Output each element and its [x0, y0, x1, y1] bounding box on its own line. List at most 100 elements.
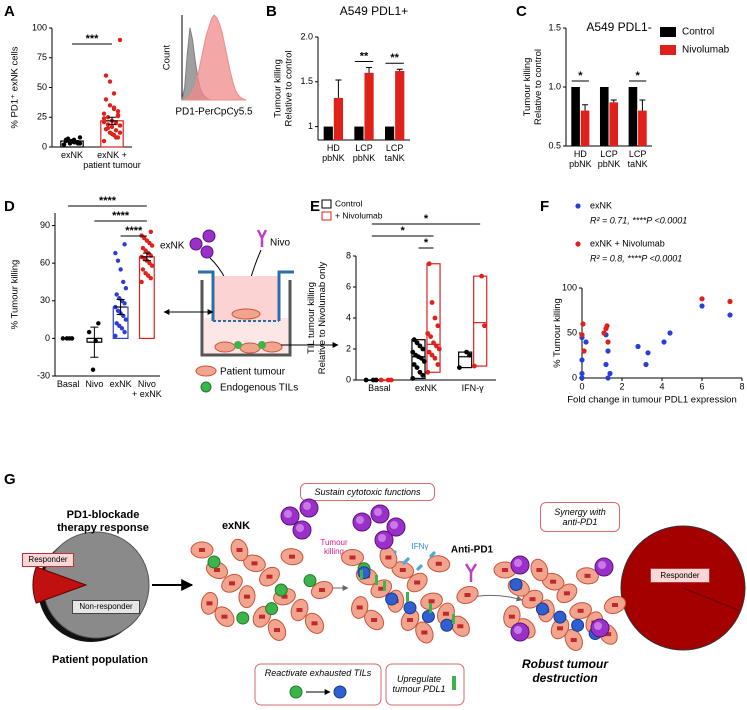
insert-wall: [277, 270, 294, 321]
data-point: [435, 323, 441, 329]
nucleus: [274, 628, 280, 632]
data-point: [109, 131, 115, 137]
nucleus: [563, 591, 570, 596]
tumour-fragment: [231, 308, 261, 320]
title-box: PD1-blockade therapy response: [57, 509, 149, 534]
x-tick-label-box: Nivo: [85, 379, 103, 389]
significance-label: ****: [112, 210, 130, 222]
significance-label: *: [401, 225, 406, 237]
data-point: [114, 321, 119, 326]
nk-core: [356, 516, 364, 524]
data-point: [420, 372, 426, 378]
error-bar: [396, 68, 403, 72]
data-point: [122, 329, 127, 335]
y-tick-label: 2: [346, 343, 351, 353]
y-tick-label: 0: [572, 372, 577, 382]
nucleus: [236, 548, 243, 552]
data-point: [143, 270, 148, 276]
data-point: [645, 350, 651, 356]
data-point: [101, 119, 107, 125]
data-point: [425, 369, 431, 375]
y-tick-label: 75: [37, 52, 47, 62]
data-point: [699, 296, 705, 302]
y-tick-label: 25: [37, 112, 47, 122]
data-point: [464, 349, 469, 355]
sustain: Sustain cytotoxic functions: [300, 483, 435, 501]
nucleus: [251, 561, 258, 566]
data-point: [432, 355, 438, 361]
til: [440, 618, 454, 632]
data-point: [605, 348, 611, 354]
nucleus: [371, 618, 378, 622]
responder-box: Responder: [22, 553, 74, 567]
x-tick-label-box: Basal: [368, 383, 391, 393]
tumour-cell: [239, 342, 261, 354]
nucleus: [266, 574, 273, 579]
data-point: [607, 370, 613, 377]
nucleus: [508, 614, 515, 619]
nucleus: [289, 554, 295, 559]
legend-swatch: [321, 199, 332, 209]
data-point: [111, 91, 117, 96]
legend-marker: [575, 241, 581, 247]
x-tick-label: exNK: [414, 383, 437, 393]
til: [357, 566, 371, 580]
y-tick-label: 50: [37, 82, 47, 92]
cytokine: [402, 561, 406, 565]
error-bar: [582, 104, 589, 111]
data-point: [370, 377, 376, 383]
y-axis-label-box: % Tumour killing: [10, 260, 21, 330]
x-tick-label: exNK + patient tumour: [83, 150, 141, 171]
x-tick-label: LCP pbNK: [352, 143, 376, 164]
data-point: [635, 343, 641, 350]
til: [207, 555, 221, 569]
x-tick-label: 6: [699, 381, 704, 391]
chart-title: A549 PDL1-: [586, 20, 651, 34]
nucleus: [529, 597, 536, 602]
y-tick-label: 100: [562, 282, 577, 292]
data-point: [601, 330, 607, 336]
data-point: [107, 79, 113, 84]
nucleus: [229, 581, 235, 586]
y-tick-label: 0.5: [548, 140, 561, 150]
data-point: [148, 229, 154, 235]
data-point: [581, 348, 587, 354]
data-point: [113, 333, 118, 339]
nk-core: [598, 561, 606, 569]
y-tick-label: 4: [346, 312, 351, 322]
y-tick-label: 90: [40, 220, 50, 230]
til-icon: [289, 685, 303, 699]
x-tick-label: 2: [619, 381, 624, 391]
data-point: [90, 367, 96, 372]
x-tick-label: 8: [739, 381, 744, 391]
data-point: [410, 349, 416, 355]
legend-stat: R² = 0.71, ****P <0.0001: [590, 215, 687, 225]
significance-label: *: [424, 237, 429, 249]
til: [509, 578, 523, 591]
panel-label: C: [516, 3, 527, 20]
til: [274, 583, 288, 597]
y-axis-label: TIL tumour killing Relative to Nivolumab…: [306, 261, 328, 375]
insert-wall: [198, 270, 215, 321]
data-point: [482, 323, 487, 329]
y-axis-label: % PD1⁺ exNK cells: [9, 46, 21, 129]
x-tick-label: exNK: [60, 150, 83, 160]
x-tick-label-box: exNK: [60, 150, 83, 160]
panel-label: E: [310, 198, 320, 215]
data-point: [101, 138, 107, 144]
data-point: [579, 332, 585, 338]
y-tick-label: 0: [45, 333, 50, 343]
anti-pd1: Anti-PD1: [451, 545, 494, 556]
data-point: [111, 105, 117, 110]
data-point: [727, 298, 733, 305]
nk-core: [374, 508, 382, 516]
x-tick-label-box: exNK: [414, 383, 437, 393]
pie-edge: [682, 587, 739, 611]
x-axis-label: Fold change in tumour PDL1 expression: [567, 395, 737, 406]
synergy-box: Synergy with anti-PD1: [540, 502, 620, 532]
cytokine: [393, 550, 397, 554]
data-point: [115, 109, 121, 114]
significance-label: ****: [99, 195, 117, 207]
pdl1: [429, 603, 432, 613]
significance-label: *: [424, 213, 429, 225]
